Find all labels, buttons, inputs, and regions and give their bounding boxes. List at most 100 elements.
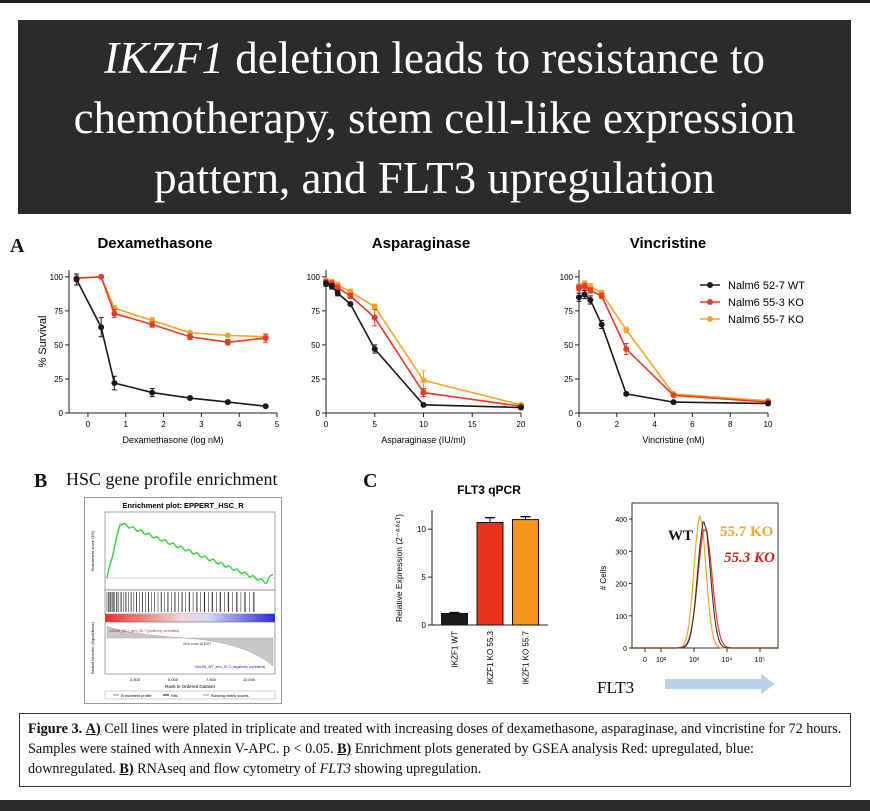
caption-text-2: Enrichment plots generated by GSEA analy… xyxy=(28,741,754,777)
bar-category-label: IKZF1 KO 55.3 xyxy=(486,630,495,684)
flow-arrow-head xyxy=(761,674,775,694)
x-tick-label: 2 xyxy=(615,420,620,429)
chart-legend: Nalm6 52-7 WT Nalm6 55-3 KO Nalm6 55-7 KO xyxy=(700,280,805,326)
caption-text-4: showing upregulation. xyxy=(350,761,482,777)
data-point xyxy=(371,314,378,321)
flow-label-wt: WT xyxy=(668,528,693,544)
data-point xyxy=(518,404,524,411)
y-tick-label: 25 xyxy=(564,375,573,384)
y-tick-label: 5 xyxy=(422,573,427,582)
data-point xyxy=(765,400,771,407)
legend-label: Nalm6 55-7 KO xyxy=(728,314,804,326)
line-chart-3: Vincristine 0 25 50 75 100 0 2 4 6 8 10 Vincristine … xyxy=(560,235,773,445)
x-tick-label: 20 xyxy=(517,420,526,429)
x-tick-label: 4 xyxy=(237,420,242,429)
figure-caption: Figure 3. A) Cell lines were plated in t… xyxy=(19,713,851,787)
gsea-heat-bar xyxy=(105,614,275,622)
y-tick-label: 300 xyxy=(615,549,627,556)
y-tick-label: 50 xyxy=(54,341,63,350)
data-point xyxy=(334,284,341,291)
x-axis-label: Dexamethasone (log nM) xyxy=(122,435,223,445)
caption-gene: FLT3 xyxy=(319,761,351,777)
data-point xyxy=(623,326,630,333)
data-point xyxy=(187,333,194,340)
line-chart-1: Dexamethasone 0 25 50 75 100 0 1 2 3 4 5 Dexamethaso… xyxy=(37,235,280,445)
y-tick-label: 400 xyxy=(615,517,627,524)
bottom-border xyxy=(0,800,870,811)
x-tick-label: 0 xyxy=(324,420,329,429)
x-tick-label: 10⁴ xyxy=(722,657,733,664)
legend-label: Nalm6 52-7 WT xyxy=(728,280,805,292)
y-tick-label: 100 xyxy=(307,273,321,282)
banner-line-3: pattern, and FLT3 upregulation xyxy=(154,153,715,203)
gsea-es-label: Enrichment score (ES) xyxy=(90,530,95,571)
legend-label: Nalm6 55-3 KO xyxy=(728,297,804,309)
gsea-legend-frame xyxy=(104,690,276,700)
data-point xyxy=(371,345,378,352)
panel-label-b: B xyxy=(34,470,48,492)
data-point xyxy=(420,401,427,408)
y-tick-label: 10 xyxy=(417,525,426,534)
data-point xyxy=(149,389,156,396)
gsea-legend-label: Enrichment profile xyxy=(121,694,152,698)
gsea-metric-area xyxy=(106,625,274,667)
panel-label-a: A xyxy=(10,235,25,257)
flow-label-ko557: 55.7 KO xyxy=(720,524,773,540)
y-tick-label: 25 xyxy=(311,375,320,384)
gsea-x-tick: 5,000 xyxy=(168,677,179,682)
series-line xyxy=(76,275,266,343)
x-axis-label: Asparaginase (IU/ml) xyxy=(381,435,466,445)
data-point xyxy=(149,321,156,328)
data-point xyxy=(420,389,427,396)
x-tick-label: 0 xyxy=(577,420,582,429)
x-tick-label: 0 xyxy=(86,420,91,429)
caption-text-3: RNAseq and flow cytometry of xyxy=(133,761,320,777)
legend-marker xyxy=(707,299,713,305)
y-tick-label: 0 xyxy=(569,409,574,418)
y-axis-label: % Survival xyxy=(37,316,49,368)
y-tick-label: 75 xyxy=(564,307,573,316)
data-point xyxy=(347,301,354,308)
x-tick-label: 10 xyxy=(764,420,773,429)
gsea-x-tick: 2,500 xyxy=(130,677,141,682)
x-tick-label: 3 xyxy=(199,420,204,429)
gsea-zero-cross: Zero cross at 8327 xyxy=(183,642,211,646)
data-point xyxy=(420,377,427,384)
data-point xyxy=(224,332,231,339)
x-tick-label: 10 xyxy=(419,420,428,429)
caption-fig-label: Figure 3. xyxy=(28,721,83,737)
data-point xyxy=(598,321,605,328)
x-tick-label: 5 xyxy=(275,420,280,429)
histogram-wt xyxy=(632,521,778,649)
flow-histogram: 0 100 200 300 400 0 10² 10³ 10⁴ 10⁵ # Cells WT 55.7 … xyxy=(597,502,779,697)
y-tick-label: 75 xyxy=(311,307,320,316)
y-tick-label: 0 xyxy=(422,621,427,630)
data-point xyxy=(670,399,677,406)
y-tick-label: 0 xyxy=(623,646,627,653)
bar-category-label: IKZF1 KO 55.7 xyxy=(522,630,531,684)
caption-tag-b2: B) xyxy=(119,761,134,777)
data-point xyxy=(224,339,231,346)
x-tick-label: 10² xyxy=(656,657,667,664)
x-tick-label: 6 xyxy=(690,420,695,429)
bar-chart: FLT3 qPCR 0 5 10 Relative Expression (2⁻ᐞᐞᶜᵀ… xyxy=(394,483,548,684)
x-tick-label: 0 xyxy=(643,657,647,664)
data-point xyxy=(371,303,378,310)
gsea-neg-label: NALM6_WT_zero_57-2 (negatively correlate… xyxy=(195,665,265,669)
gsea-x-label: Rank in Ordered Dataset xyxy=(165,684,216,689)
y-tick-label: 25 xyxy=(54,375,63,384)
x-tick-label: 1 xyxy=(124,420,129,429)
x-tick-label: 4 xyxy=(652,420,657,429)
x-axis-label: Vincristine (nM) xyxy=(642,435,704,445)
data-point xyxy=(587,287,594,294)
gsea-metric-label: Ranked list metric (Signal2Noise) xyxy=(91,622,95,674)
x-tick-label: 15 xyxy=(468,420,477,429)
gsea-x-tick: 7,500 xyxy=(206,677,217,682)
data-point xyxy=(98,273,105,280)
flow-arrow-shaft xyxy=(665,679,761,689)
data-point xyxy=(73,276,80,283)
data-point xyxy=(111,380,118,387)
data-point xyxy=(670,392,677,399)
x-tick-label: 5 xyxy=(373,420,378,429)
data-point xyxy=(328,283,335,290)
